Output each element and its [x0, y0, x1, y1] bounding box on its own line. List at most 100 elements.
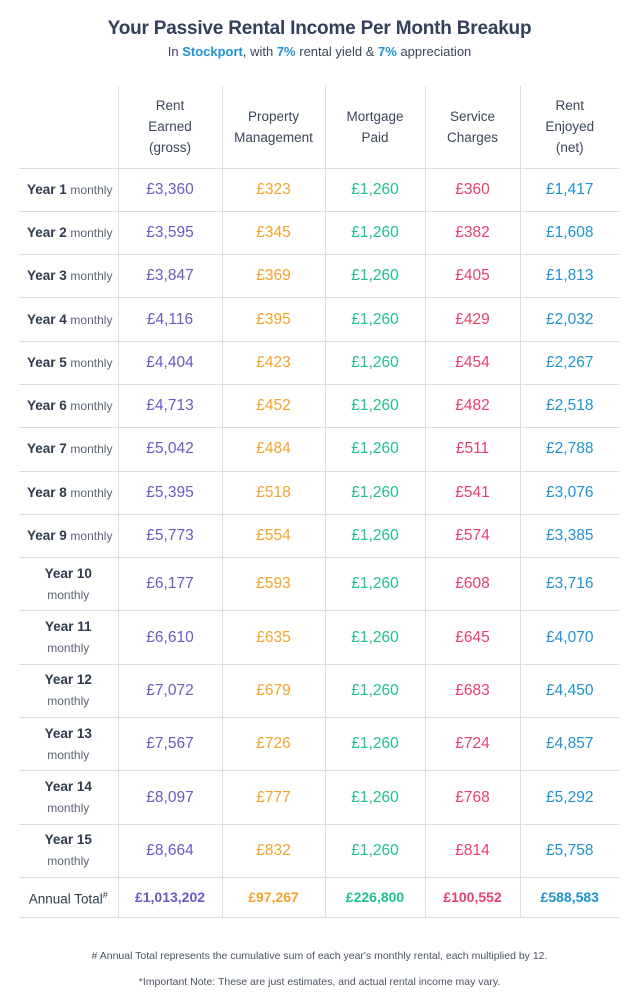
col-header-line: Management [234, 129, 313, 145]
col-header-line: Rent [555, 98, 585, 114]
rent-enjoyed-cell: £4,857 [519, 717, 619, 772]
rent-earned-cell: £4,713 [117, 383, 223, 429]
year-label: Year 6 [27, 398, 67, 414]
mortgage-cell: £1,260 [324, 427, 426, 472]
mortgage-cell: £1,260 [324, 823, 426, 878]
page-title: Your Passive Rental Income Per Month Bre… [107, 18, 532, 39]
mortgage-cell: £1,260 [324, 610, 426, 665]
year-label: Year 15 [44, 832, 92, 848]
rent-earned-cell: £5,773 [117, 513, 223, 559]
rent-enjoyed-cell: £5,292 [519, 770, 619, 825]
rent-earned-cell: £8,664 [117, 823, 223, 878]
header-corner [19, 86, 119, 169]
management-cell: £484 [221, 427, 326, 472]
total-rent-enjoyed: £588,583 [519, 876, 619, 918]
management-cell: £395 [221, 297, 326, 342]
period-label: monthly [70, 355, 113, 370]
management-cell: £452 [221, 383, 326, 429]
col-header-line: Earned [148, 119, 192, 135]
service-cell: £608 [424, 557, 521, 612]
mortgage-cell: £1,260 [324, 470, 426, 515]
service-cell: £429 [424, 297, 521, 342]
col-header-line: (net) [555, 140, 584, 156]
table-row: Year 13 monthly £7,567 £726 £1,260 £724 £… [19, 717, 619, 772]
row-label: Year 13 monthly [19, 717, 119, 772]
service-cell: £454 [424, 340, 521, 385]
table-row: Year 15 monthly £8,664 £832 £1,260 £814 £… [19, 823, 619, 878]
row-label: Year 7 monthly [19, 427, 119, 472]
annual-total-footnote: # Annual Total represents the cumulative… [91, 950, 548, 962]
table-row: Year 14 monthly £8,097 £777 £1,260 £768 £… [19, 770, 619, 825]
col-header-service-charges: Service Charges [424, 86, 521, 169]
period-label: monthly [70, 225, 113, 240]
rent-enjoyed-cell: £1,608 [519, 210, 619, 256]
mortgage-cell: £1,260 [324, 663, 426, 719]
row-label: Year 15 monthly [19, 823, 119, 878]
income-table: Rent Earned (gross) Property Management … [19, 86, 619, 918]
service-cell: £645 [424, 610, 521, 665]
service-cell: £405 [424, 254, 521, 299]
service-cell: £574 [424, 513, 521, 559]
table-row: Year 5 monthly £4,404 £423 £1,260 £454 £… [19, 340, 619, 385]
row-label: Year 9 monthly [19, 513, 119, 559]
period-label: monthly [47, 801, 90, 815]
management-cell: £345 [221, 210, 326, 256]
rent-earned-cell: £7,567 [117, 717, 223, 772]
rent-earned-cell: £3,360 [117, 167, 223, 212]
year-label: Year 12 [44, 672, 92, 688]
row-label: Year 1 monthly [19, 167, 119, 212]
col-header-line: Charges [446, 129, 499, 145]
rent-earned-cell: £5,042 [117, 427, 223, 472]
mortgage-cell: £1,260 [324, 770, 426, 825]
subtitle-yield-text: rental yield & [299, 44, 375, 59]
year-label: Year 5 [27, 354, 67, 370]
period-label: monthly [70, 485, 113, 500]
rent-earned-cell: £6,610 [117, 610, 223, 665]
rent-enjoyed-cell: £3,716 [519, 557, 619, 612]
rent-earned-cell: £3,595 [117, 210, 223, 256]
row-label: Year 14 monthly [19, 770, 119, 825]
service-cell: £511 [424, 427, 521, 472]
rent-earned-cell: £4,116 [117, 297, 223, 342]
year-label: Year 2 [27, 224, 67, 240]
table-row: Year 8 monthly £5,395 £518 £1,260 £541 £… [19, 470, 619, 515]
col-header-line: Mortgage [346, 108, 404, 124]
col-header-line: Service [449, 108, 495, 124]
rent-enjoyed-cell: £4,070 [519, 610, 619, 665]
period-label: monthly [47, 641, 90, 656]
total-service: £100,552 [424, 876, 521, 918]
rent-enjoyed-cell: £5,758 [519, 823, 619, 878]
rent-enjoyed-cell: £1,813 [519, 254, 619, 299]
rent-earned-cell: £7,072 [117, 663, 223, 719]
period-label: monthly [70, 442, 113, 457]
rent-enjoyed-cell: £2,788 [519, 427, 619, 472]
table-row: Year 11 monthly £6,610 £635 £1,260 £645 £… [19, 610, 619, 665]
mortgage-cell: £1,260 [324, 210, 426, 256]
rent-earned-cell: £3,847 [117, 254, 223, 299]
mortgage-cell: £1,260 [324, 513, 426, 559]
period-label: monthly [47, 747, 90, 762]
subtitle-with: , with [242, 44, 274, 59]
rent-enjoyed-cell: £3,385 [519, 513, 619, 559]
management-cell: £369 [221, 254, 326, 299]
row-label: Year 11 monthly [19, 610, 119, 665]
year-label: Year 1 [27, 181, 67, 197]
rent-enjoyed-cell: £2,267 [519, 340, 619, 385]
table-row: Year 9 monthly £5,773 £554 £1,260 £574 £… [19, 513, 619, 559]
mortgage-cell: £1,260 [324, 557, 426, 612]
row-label: Year 5 monthly [19, 340, 119, 385]
period-label: monthly [70, 399, 113, 414]
management-cell: £554 [221, 513, 326, 559]
mortgage-cell: £1,260 [324, 383, 426, 429]
service-cell: £724 [424, 717, 521, 772]
table-row: Year 3 monthly £3,847 £369 £1,260 £405 £… [19, 254, 619, 299]
total-mortgage: £226,800 [324, 876, 426, 918]
col-header-line: Paid [361, 129, 389, 145]
management-cell: £323 [221, 167, 326, 212]
table-row: Year 6 monthly £4,713 £452 £1,260 £482 £… [19, 383, 619, 429]
rent-enjoyed-cell: £3,076 [519, 470, 619, 515]
year-label: Year 14 [44, 779, 92, 794]
rent-earned-cell: £5,395 [117, 470, 223, 515]
table-header-row: Rent Earned (gross) Property Management … [19, 86, 619, 169]
important-note: *Important Note: These are just estimate… [138, 976, 501, 988]
